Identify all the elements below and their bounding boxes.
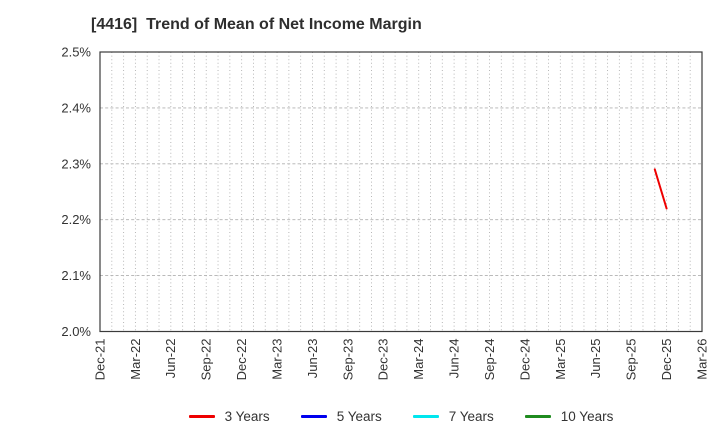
x-tick-label: Sep-23	[340, 339, 355, 381]
legend: 3 Years 5 Years 7 Years 10 Years	[100, 403, 702, 429]
x-tick-label: Dec-21	[92, 339, 107, 381]
chart-title: [4416] Trend of Mean of Net Income Margi…	[91, 16, 422, 33]
legend-item-7-years: 7 Years	[412, 408, 494, 424]
legend-item-10-years: 10 Years	[524, 408, 614, 424]
y-tick-label: 2.3%	[61, 156, 91, 171]
y-tick-label: 2.5%	[61, 45, 91, 60]
legend-label: 5 Years	[336, 408, 382, 424]
x-tick-label: Mar-24	[411, 339, 426, 380]
x-tick-label: Jun-25	[588, 339, 603, 379]
x-tick-label: Jun-23	[305, 339, 320, 379]
x-tick-label: Jun-22	[163, 339, 178, 379]
y-tick-label: 2.0%	[61, 324, 91, 339]
x-tick-label: Mar-22	[128, 339, 143, 380]
x-tick-label: Sep-24	[482, 339, 497, 381]
legend-label: 10 Years	[560, 408, 614, 424]
x-tick-label: Jun-24	[447, 339, 462, 379]
plot-frame	[99, 51, 703, 333]
x-tick-label: Dec-24	[517, 339, 532, 381]
x-tick-label: Dec-22	[234, 339, 249, 381]
x-tick-label: Mar-23	[269, 339, 284, 380]
x-tick-label: Mar-25	[553, 339, 568, 380]
legend-label: 7 Years	[448, 408, 494, 424]
legend-swatch	[524, 414, 551, 418]
legend-item-5-years: 5 Years	[300, 408, 382, 424]
y-tick-label: 2.4%	[61, 100, 91, 115]
legend-swatch	[300, 414, 327, 418]
plot-area: 2.0% 2.1% 2.2% 2.3% 2.4% 2.5% Dec-21 Mar-22 Jun-…	[61, 45, 709, 381]
series-line-3-years	[653, 168, 668, 210]
legend-item-3-years: 3 Years	[188, 408, 270, 424]
legend-swatch	[412, 414, 439, 418]
y-tick-label: 2.2%	[61, 212, 91, 227]
x-tick-label: Mar-26	[694, 339, 709, 380]
legend-label: 3 Years	[224, 408, 270, 424]
legend-swatch	[188, 414, 215, 418]
x-tick-label: Sep-25	[624, 339, 639, 381]
y-tick-label: 2.1%	[61, 268, 91, 283]
x-tick-label: Dec-25	[659, 339, 674, 381]
x-tick-label: Dec-23	[376, 339, 391, 381]
x-tick-label: Sep-22	[199, 339, 214, 381]
